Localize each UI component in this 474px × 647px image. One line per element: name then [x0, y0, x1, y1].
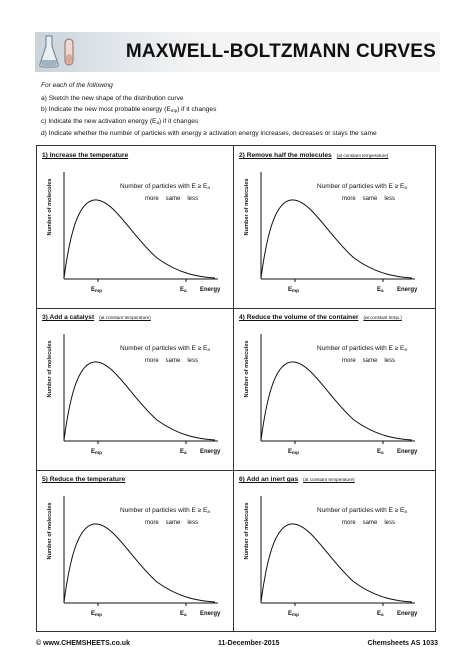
particles-question: Number of particles with E ≥ Ea	[317, 345, 407, 352]
choice-less[interactable]: less	[384, 520, 396, 526]
distribution-graph	[260, 172, 415, 282]
choice-same[interactable]: same	[165, 196, 181, 202]
instruction-a: a) Sketch the new shape of the distribut…	[41, 95, 184, 102]
distribution-curve	[260, 361, 413, 441]
panel-title: 4) Reduce the volume of the container (at…	[239, 314, 402, 321]
distribution-graph	[260, 334, 415, 444]
ea-label: Ea	[180, 449, 187, 455]
distribution-curve	[260, 199, 413, 279]
choice-group: more same less	[145, 196, 205, 202]
choice-less[interactable]: less	[187, 358, 199, 364]
energy-label: Energy	[200, 611, 221, 617]
choice-more[interactable]: more	[145, 358, 159, 364]
choice-same[interactable]: same	[362, 520, 378, 526]
distribution-graph	[63, 172, 218, 282]
distribution-curve	[63, 199, 216, 279]
ea-label: Ea	[180, 287, 187, 293]
energy-label: Energy	[200, 287, 221, 293]
instructions-lead: For each of the following	[41, 82, 113, 89]
energy-label: Energy	[200, 449, 221, 455]
ea-label: Ea	[377, 287, 384, 293]
choice-same[interactable]: same	[165, 358, 181, 364]
choice-same[interactable]: same	[362, 196, 378, 202]
energy-label: Energy	[397, 449, 418, 455]
emp-label: Emp	[91, 611, 102, 617]
particles-question: Number of particles with E ≥ Ea	[120, 345, 210, 352]
grid-divider-horizontal	[37, 470, 435, 471]
particles-question: Number of particles with E ≥ Ea	[317, 507, 407, 514]
choice-same[interactable]: same	[165, 520, 181, 526]
instructions: For each of the following a) Sketch the …	[41, 80, 377, 139]
panel-grid: 1) Increase the temperature Number of mo…	[36, 145, 436, 632]
ea-label: Ea	[377, 611, 384, 617]
footer-copyright: © www.CHEMSHEETS.co.uk	[36, 640, 130, 647]
footer: © www.CHEMSHEETS.co.uk 11-December-2015 …	[36, 640, 438, 647]
footer-date: 11-December-2015	[217, 640, 280, 647]
choice-more[interactable]: more	[342, 196, 356, 202]
particles-question: Number of particles with E ≥ Ea	[317, 183, 407, 190]
distribution-curve	[260, 523, 413, 603]
ea-label: Ea	[377, 449, 384, 455]
page-title: MAXWELL-BOLTZMANN CURVES	[125, 41, 436, 62]
panel-5: 5) Reduce the temperature Number of mole…	[37, 470, 233, 632]
emp-label: Emp	[91, 449, 102, 455]
panel-4: 4) Reduce the volume of the container (at…	[234, 308, 430, 470]
choice-more[interactable]: more	[145, 196, 159, 202]
distribution-curve	[63, 361, 216, 441]
energy-label: Energy	[397, 287, 418, 293]
panel-title: 5) Reduce the temperature	[42, 476, 126, 483]
panel-6: 6) Add an inert gas (at constant temperat…	[234, 470, 430, 632]
particles-question: Number of particles with E ≥ Ea	[120, 183, 210, 190]
choice-less[interactable]: less	[384, 196, 396, 202]
distribution-graph	[63, 496, 218, 606]
panel-title: 6) Add an inert gas (at constant temperat…	[239, 476, 355, 483]
panel-note: (at constant temperature)	[303, 477, 355, 482]
panel-1: 1) Increase the temperature Number of mo…	[37, 146, 233, 308]
panel-2: 2) Remove half the molecules (at constant…	[234, 146, 430, 308]
distribution-graph	[63, 334, 218, 444]
instruction-d: d) Indicate whether the number of partic…	[41, 130, 377, 137]
instruction-c: c) Indicate the new activation energy (E…	[41, 118, 199, 125]
panel-3: 3) Add a catalyst (at constant temperatur…	[37, 308, 233, 470]
choice-more[interactable]: more	[342, 520, 356, 526]
distribution-graph	[260, 496, 415, 606]
panel-note: (at constant temperature)	[336, 153, 389, 158]
panel-title: 2) Remove half the molecules (at constant…	[239, 152, 389, 159]
choice-group: more same less	[342, 196, 402, 202]
choice-less[interactable]: less	[384, 358, 396, 364]
choice-more[interactable]: more	[145, 520, 159, 526]
ea-label: Ea	[180, 611, 187, 617]
choice-group: more same less	[145, 520, 205, 526]
flask-icon	[39, 35, 59, 68]
distribution-curve	[63, 523, 216, 603]
panel-title: 3) Add a catalyst (at constant temperatur…	[42, 314, 151, 321]
choice-same[interactable]: same	[362, 358, 378, 364]
choice-group: more same less	[342, 358, 402, 364]
panel-note: (at constant temp.)	[363, 315, 402, 320]
test-tube-icon	[64, 38, 74, 66]
choice-more[interactable]: more	[342, 358, 356, 364]
choice-group: more same less	[342, 520, 402, 526]
grid-divider-horizontal	[37, 308, 435, 309]
instruction-b: b) Indicate the new most probable energy…	[41, 106, 217, 113]
emp-label: Emp	[288, 611, 299, 617]
choice-group: more same less	[145, 358, 205, 364]
grid-divider-vertical	[233, 146, 234, 631]
footer-reference: Chemsheets AS 1033	[367, 640, 438, 647]
choice-less[interactable]: less	[187, 520, 199, 526]
emp-label: Emp	[91, 287, 102, 293]
energy-label: Energy	[397, 611, 418, 617]
choice-less[interactable]: less	[187, 196, 199, 202]
header-banner: MAXWELL-BOLTZMANN CURVES	[35, 32, 440, 72]
particles-question: Number of particles with E ≥ Ea	[120, 507, 210, 514]
emp-label: Emp	[288, 449, 299, 455]
panel-note: (at constant temperature)	[99, 315, 151, 320]
panel-title: 1) Increase the temperature	[42, 152, 129, 159]
emp-label: Emp	[288, 287, 299, 293]
